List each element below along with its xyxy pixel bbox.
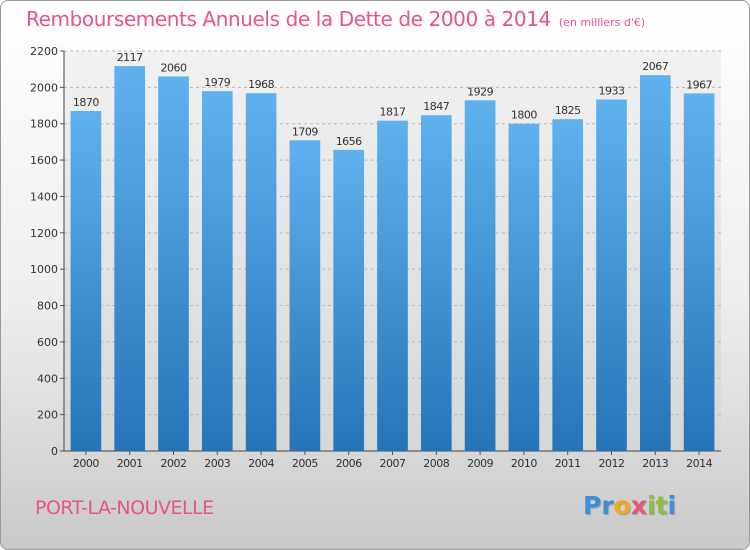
bar-value-label: 1847 (423, 100, 449, 113)
bar (464, 100, 496, 451)
y-tick-label: 1200 (30, 227, 58, 240)
bar (552, 119, 584, 451)
x-tick-label: 2008 (423, 457, 449, 470)
bar-value-label: 1933 (599, 85, 625, 98)
commune-name: PORT-LA-NOUVELLE (35, 497, 214, 519)
logo-letter: i (647, 491, 656, 520)
bar-value-label: 1967 (686, 78, 712, 91)
x-tick-label: 2012 (599, 457, 625, 470)
bar-value-label: 1656 (336, 135, 362, 148)
bar (596, 99, 627, 451)
bar-value-label: 1709 (292, 125, 318, 138)
bar (70, 111, 102, 451)
bar-value-label: 2117 (117, 51, 143, 64)
bar-value-label: 1825 (555, 104, 581, 117)
bar-value-label: 2060 (161, 61, 187, 74)
bar (508, 123, 540, 452)
bar (333, 149, 365, 451)
bar (158, 76, 189, 452)
x-tick-label: 2009 (467, 457, 493, 470)
logo-letter: o (613, 491, 631, 520)
x-tick-label: 2002 (161, 457, 187, 470)
x-tick-label: 2013 (642, 457, 668, 470)
x-tick-label: 2010 (511, 457, 537, 470)
x-tick-label: 2011 (555, 457, 581, 470)
y-tick-label: 1000 (30, 263, 58, 276)
proxiti-logo: Proxiti (583, 491, 676, 520)
logo-letter: x (630, 491, 647, 520)
x-tick-label: 2005 (292, 457, 318, 470)
y-tick-label: 1600 (30, 154, 58, 167)
logo-letter: i (667, 491, 677, 520)
y-tick-label: 2200 (30, 45, 58, 58)
chart-title: Remboursements Annuels de la Dette de 20… (26, 7, 645, 31)
chart-title-text: Remboursements Annuels de la Dette de 20… (26, 7, 551, 31)
bar-value-label: 1800 (511, 109, 537, 122)
bar-value-label: 1968 (248, 78, 274, 91)
y-tick-label: 600 (37, 336, 58, 349)
y-tick-label: 1400 (30, 190, 58, 203)
bar (683, 93, 715, 451)
logo-letter: t (655, 491, 668, 520)
bar (114, 66, 146, 451)
y-tick-label: 800 (37, 300, 58, 313)
x-tick-label: 2006 (336, 457, 362, 470)
bar-value-label: 1870 (73, 96, 99, 109)
bar-value-label: 2067 (642, 60, 668, 73)
bar-value-label: 1979 (204, 76, 230, 89)
logo-letter: P (583, 491, 602, 520)
y-tick-label: 400 (37, 372, 58, 385)
x-tick-label: 2003 (204, 457, 230, 470)
bar (420, 115, 452, 451)
y-tick-label: 200 (37, 409, 58, 422)
bar (289, 140, 321, 452)
bar (201, 91, 233, 451)
x-tick-label: 2001 (117, 457, 143, 470)
x-tick-label: 2014 (686, 457, 712, 470)
x-tick-label: 2000 (73, 457, 99, 470)
bar (639, 75, 671, 451)
bar-value-label: 1929 (467, 85, 493, 98)
logo-letter: r (601, 491, 614, 520)
chart-unit-note: (en milliers d'€) (558, 16, 646, 29)
x-tick-label: 2004 (248, 457, 274, 470)
bar (245, 93, 277, 451)
bar (377, 120, 408, 452)
x-tick-label: 2007 (380, 457, 406, 470)
y-tick-label: 0 (51, 445, 58, 458)
y-tick-label: 2000 (30, 81, 58, 94)
bar-value-label: 1817 (380, 106, 406, 119)
y-tick-label: 1800 (30, 118, 58, 131)
